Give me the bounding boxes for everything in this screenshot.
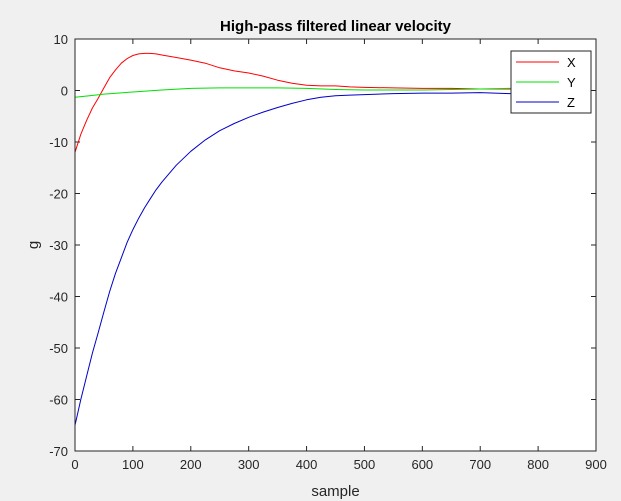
y-tick-label: -40	[49, 290, 68, 305]
series-line-y	[74, 87, 521, 98]
legend: XYZ	[510, 50, 592, 114]
legend-label-y: Y	[567, 75, 576, 90]
y-tick-label: 0	[61, 84, 68, 99]
y-tick-label: -50	[49, 341, 68, 356]
x-tick-label: 200	[180, 457, 202, 472]
ticks: 0 100 200 300 400 500 600 700 800 900100-10-20-30…	[49, 32, 607, 472]
y-tick-label: 10	[54, 32, 68, 47]
x-tick-label: 400	[296, 457, 318, 472]
y-axis-label: g	[25, 241, 42, 249]
x-tick-label: 900	[585, 457, 607, 472]
legend-label-x: X	[567, 55, 576, 70]
series-line-x	[74, 52, 521, 153]
x-axis-label: sample	[311, 483, 359, 500]
x-tick-label: 300	[238, 457, 260, 472]
y-tick-label: -20	[49, 187, 68, 202]
series-group	[74, 52, 521, 426]
y-tick-label: -30	[49, 238, 68, 253]
legend-label-z: Z	[567, 95, 575, 110]
y-tick-label: -70	[49, 444, 68, 459]
x-tick-label: 800	[527, 457, 549, 472]
x-tick-label: 0	[71, 457, 78, 472]
y-tick-label: -10	[49, 135, 68, 150]
chart-title: High-pass filtered linear velocity	[220, 18, 452, 35]
series-line-z	[74, 92, 521, 426]
x-tick-label: 500	[354, 457, 376, 472]
plot-area	[75, 39, 596, 451]
x-tick-label: 100	[122, 457, 144, 472]
x-tick-label: 600	[411, 457, 433, 472]
x-tick-label: 700	[469, 457, 491, 472]
y-tick-label: -60	[49, 393, 68, 408]
axes-frame	[74, 38, 597, 452]
